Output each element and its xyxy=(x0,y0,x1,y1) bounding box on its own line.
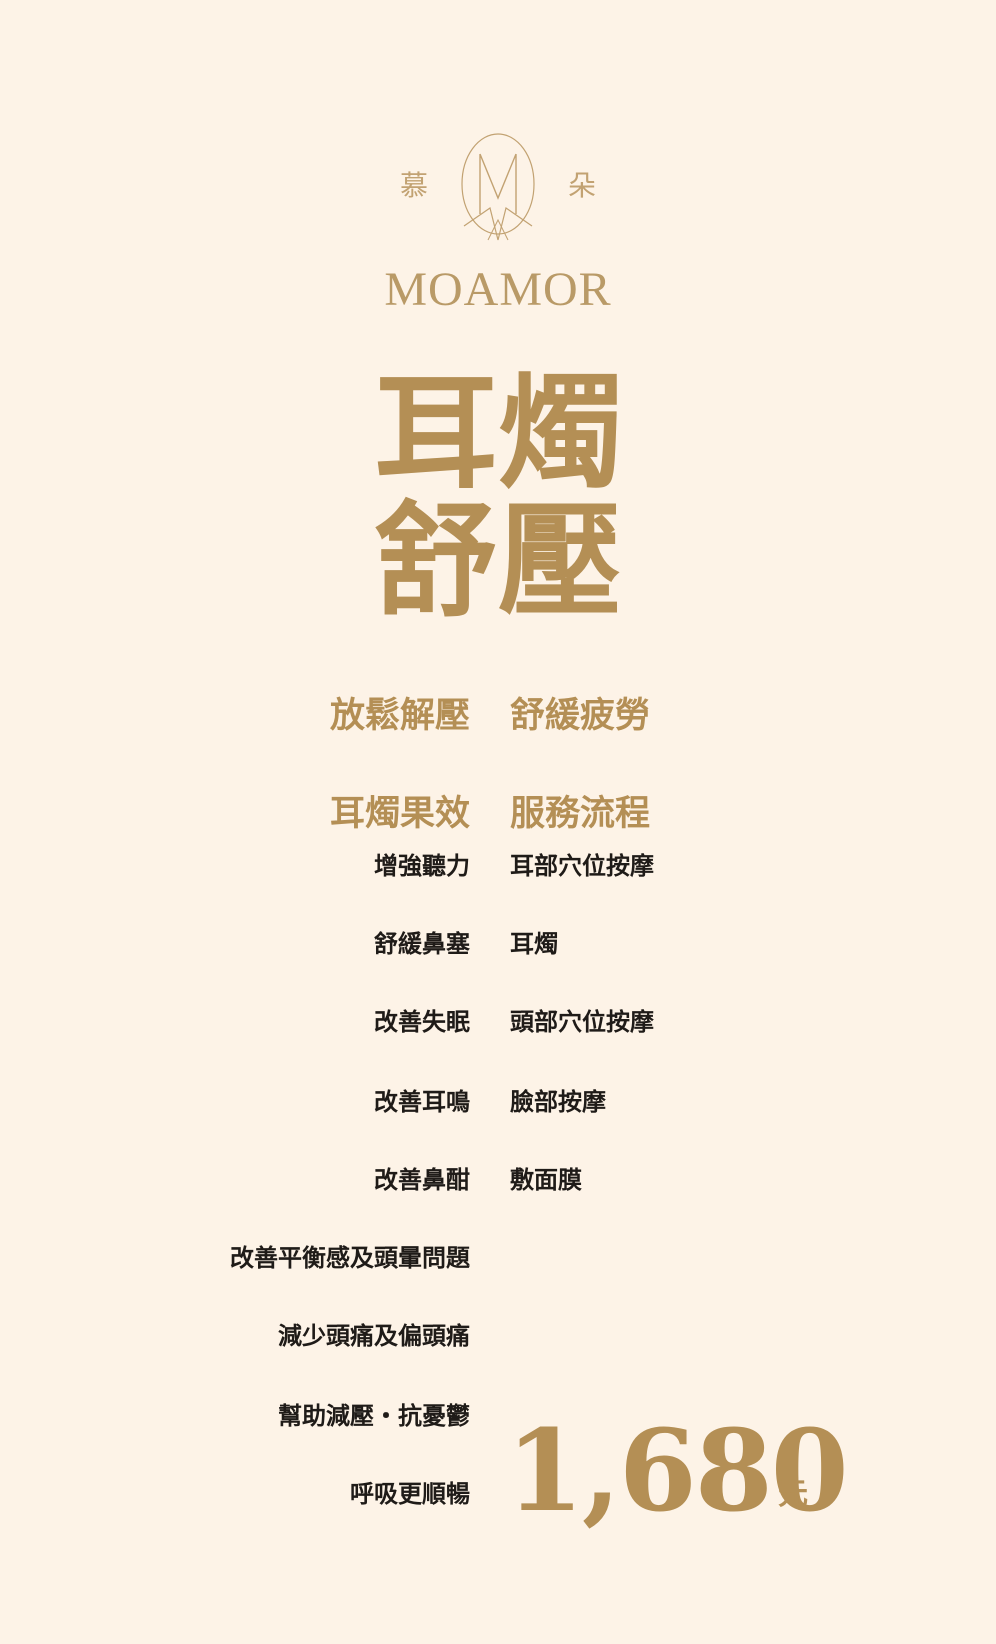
process-heading: 服務流程 xyxy=(510,793,651,834)
logo-left-char: 慕 xyxy=(400,169,429,202)
process-item: 頭部穴位按摩 xyxy=(510,1007,654,1036)
effect-item: 增強聽力 xyxy=(374,851,470,880)
process-item: 臉部按摩 xyxy=(510,1087,606,1116)
brand-wordmark: MOAMOR xyxy=(384,263,612,316)
effects-heading: 耳燭果效 xyxy=(329,793,470,834)
process-item: 敷面膜 xyxy=(510,1165,582,1194)
logo-emblem-icon xyxy=(461,133,535,241)
effect-item: 改善平衡感及頭暈問題 xyxy=(230,1243,470,1272)
effect-item: 改善失眠 xyxy=(374,1007,470,1036)
tagline-left: 放鬆解壓 xyxy=(329,695,470,736)
effect-item: 改善耳鳴 xyxy=(374,1087,470,1116)
effect-item: 呼吸更順暢 xyxy=(350,1479,470,1508)
tagline-right: 舒緩疲勞 xyxy=(510,695,651,736)
price-currency: 元 xyxy=(778,1477,808,1512)
logo-right-char: 朵 xyxy=(568,169,597,202)
page-title-line-1: 耳燭 xyxy=(373,361,622,506)
effect-item: 減少頭痛及偏頭痛 xyxy=(278,1321,470,1350)
process-item: 耳燭 xyxy=(510,929,558,958)
effect-item: 幫助減壓・抗憂鬱 xyxy=(278,1401,470,1430)
price-amount: 1,680 xyxy=(506,1406,849,1537)
effect-item: 改善鼻酣 xyxy=(374,1165,470,1194)
process-item: 耳部穴位按摩 xyxy=(510,851,654,880)
effect-item: 舒緩鼻塞 xyxy=(374,929,470,958)
page-title-line-2: 舒壓 xyxy=(373,489,622,634)
